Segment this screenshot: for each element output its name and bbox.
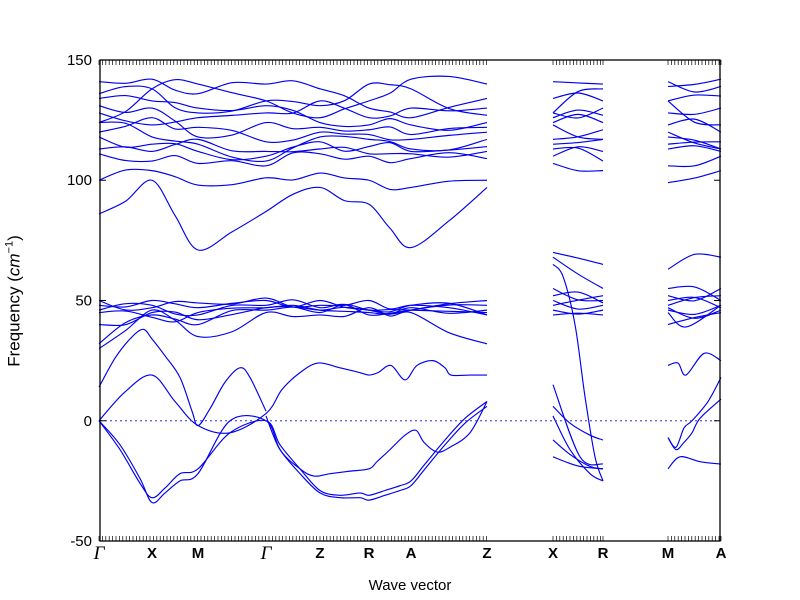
svg-text:Γ: Γ [93,543,106,564]
svg-text:150: 150 [67,52,92,69]
svg-text:-50: -50 [70,533,92,550]
svg-text:100: 100 [67,172,92,189]
svg-text:X: X [548,545,558,562]
svg-text:X: X [147,545,157,562]
svg-text:M: M [192,545,205,562]
svg-text:A: A [716,545,727,562]
svg-text:M: M [662,545,675,562]
svg-text:R: R [598,545,609,562]
svg-text:Γ: Γ [260,543,273,564]
svg-text:0: 0 [84,413,92,430]
svg-text:Wave vector: Wave vector [369,577,452,594]
svg-text:Z: Z [315,545,324,562]
svg-text:50: 50 [75,293,92,310]
svg-text:Z: Z [482,545,491,562]
svg-text:A: A [406,545,417,562]
svg-text:R: R [364,545,375,562]
